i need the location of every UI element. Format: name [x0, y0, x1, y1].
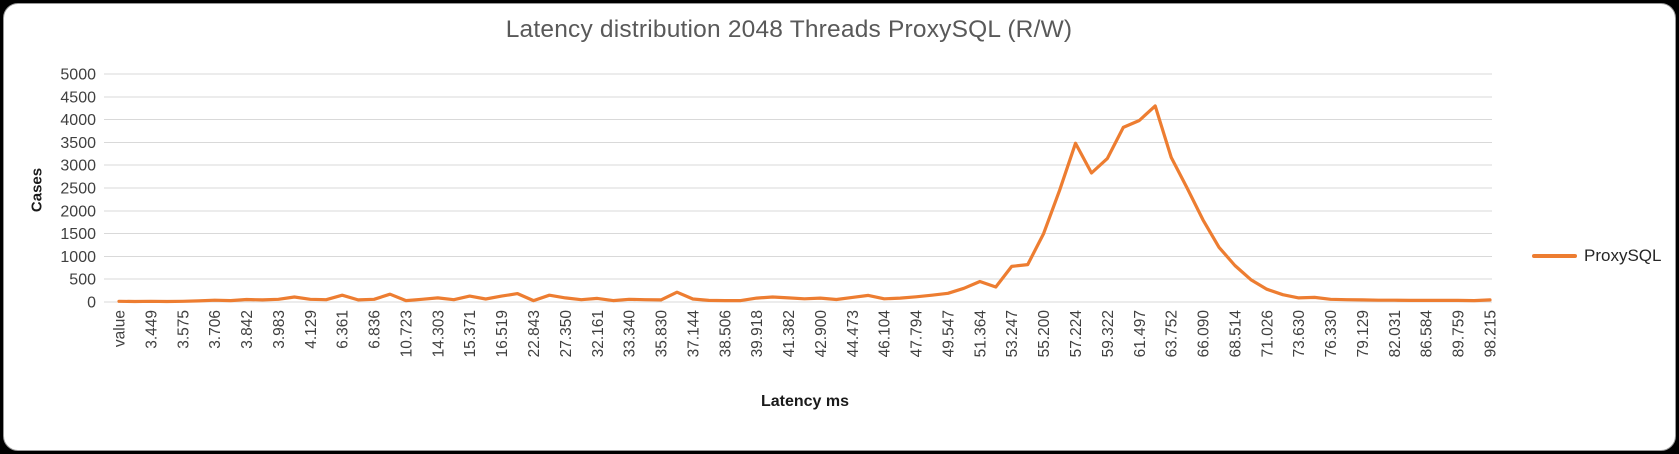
x-tick-label: 35.830 — [654, 310, 671, 358]
plot-area: 0 500 1000 1500 2000 2500 3000 3500 4000 4500 5000… — [60, 67, 1500, 358]
x-tick-label: 38.506 — [717, 310, 734, 357]
x-tick-label: 22.843 — [526, 310, 543, 357]
x-axis-title: Latency ms — [760, 393, 850, 410]
chart-title: Latency distribution 2048 Threads ProxyS… — [505, 16, 1073, 43]
y-tick-label: 2500 — [60, 181, 96, 198]
y-tick-label: 500 — [69, 272, 96, 289]
x-tick-label: 41.382 — [781, 310, 798, 357]
y-tick-label: 2000 — [60, 203, 96, 220]
legend: ProxySQL — [1532, 242, 1661, 270]
x-tick-label: 33.340 — [622, 310, 639, 358]
x-tick-label: 3.706 — [207, 310, 224, 349]
x-tick-label: 46.104 — [877, 310, 894, 358]
x-tick-label: 6.361 — [335, 310, 352, 349]
x-tick-label: 3.449 — [143, 310, 160, 349]
x-tick-label: 76.330 — [1323, 310, 1340, 358]
y-axis-tick-labels: 0 500 1000 1500 2000 2500 3000 3500 4000 4500 5000 — [60, 67, 96, 312]
x-tick-label: 63.752 — [1164, 310, 1181, 357]
x-tick-label: 86.584 — [1419, 310, 1436, 358]
x-tick-label: 47.794 — [909, 310, 926, 358]
y-tick-label: 4000 — [60, 112, 96, 129]
x-tick-label: 32.161 — [590, 310, 607, 357]
x-tick-label: 55.200 — [1036, 310, 1053, 358]
x-tick-label: 6.836 — [367, 310, 384, 349]
x-tick-label: value — [112, 310, 129, 347]
y-tick-label: 5000 — [60, 67, 96, 84]
x-tick-label: 79.129 — [1355, 310, 1372, 357]
x-tick-label: 61.497 — [1132, 310, 1149, 357]
x-tick-label: 89.759 — [1451, 310, 1468, 357]
x-tick-label: 44.473 — [845, 310, 862, 357]
y-tick-label: 4500 — [60, 89, 96, 106]
x-tick-label: 71.026 — [1259, 310, 1276, 357]
chart-card: Latency distribution 2048 Threads ProxyS… — [3, 3, 1676, 451]
x-tick-label: 39.918 — [749, 310, 766, 357]
x-tick-label: 3.575 — [175, 310, 192, 349]
x-tick-label: 49.547 — [941, 310, 958, 357]
x-tick-label: 53.247 — [1004, 310, 1021, 357]
x-tick-label: 37.144 — [685, 310, 702, 358]
y-tick-label: 1500 — [60, 226, 96, 243]
series-line-proxysql — [117, 104, 1492, 304]
x-axis-tick-labels: value 3.449 3.575 3.706 3.842 3.983 4.129 6.361… — [112, 310, 1500, 358]
x-tick-label: 66.090 — [1196, 310, 1213, 358]
x-tick-label: 27.350 — [558, 310, 575, 358]
x-tick-label: 98.215 — [1483, 310, 1500, 357]
x-tick-label: 59.322 — [1100, 310, 1117, 357]
x-tick-label: 3.842 — [239, 310, 256, 349]
x-tick-label: 42.900 — [813, 310, 830, 358]
y-tick-label: 1000 — [60, 249, 96, 266]
gridlines — [104, 73, 1492, 303]
x-tick-label: 82.031 — [1387, 310, 1404, 357]
x-tick-label: 16.519 — [494, 310, 511, 357]
y-tick-label: 3500 — [60, 135, 96, 152]
x-tick-label: 3.983 — [271, 310, 288, 349]
x-tick-label: 4.129 — [303, 310, 320, 349]
x-tick-label: 57.224 — [1068, 310, 1085, 358]
x-tick-label: 14.303 — [430, 310, 447, 357]
legend-label: ProxySQL — [1584, 246, 1662, 265]
x-tick-label: 15.371 — [462, 310, 479, 357]
x-tick-label: 51.364 — [972, 310, 989, 358]
x-tick-label: 68.514 — [1227, 310, 1244, 358]
x-tick-label: 10.723 — [399, 310, 416, 357]
x-tick-label: 73.630 — [1291, 310, 1308, 358]
legend-line-swatch — [1532, 254, 1577, 258]
y-tick-label: 3000 — [60, 158, 96, 175]
y-tick-label: 0 — [87, 295, 96, 312]
